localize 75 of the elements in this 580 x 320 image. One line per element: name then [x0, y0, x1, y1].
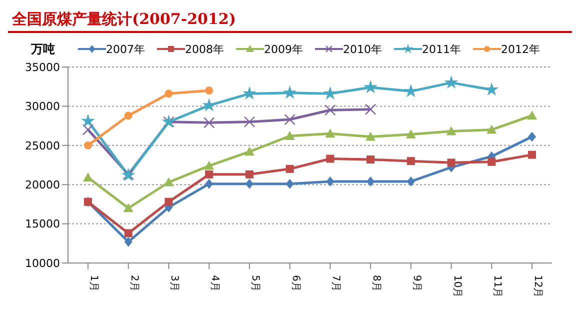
x-tick-label: 5月 [249, 275, 260, 292]
y-tick-label: 30000 [25, 100, 60, 114]
point [486, 124, 497, 134]
point [324, 87, 336, 99]
y-tick-label: 35000 [25, 60, 60, 74]
point [528, 132, 536, 142]
y-tick-label: 10000 [25, 256, 60, 270]
point [164, 198, 173, 206]
point [364, 80, 377, 93]
point [445, 76, 458, 88]
point [406, 129, 416, 138]
point [205, 178, 214, 189]
x-tick-label: 2月 [128, 275, 140, 292]
x-tick-label: 3月 [168, 275, 180, 292]
point [82, 124, 94, 136]
x-tick-label: 12月 [532, 275, 543, 298]
point [366, 132, 376, 141]
point [447, 158, 456, 167]
point [123, 203, 134, 212]
x-tick-label: 10月 [451, 275, 462, 298]
point [124, 236, 132, 247]
x-tick-label: 1月 [88, 275, 99, 292]
point [324, 104, 336, 116]
point [325, 128, 336, 138]
legend-label: 2010年 [343, 42, 382, 56]
x-tick-label: 9月 [410, 275, 422, 292]
point [286, 164, 294, 173]
point [124, 112, 132, 120]
point [245, 178, 254, 189]
point [84, 141, 92, 150]
x-tick-label: 6月 [290, 275, 301, 292]
point [366, 176, 375, 186]
point [83, 172, 93, 182]
point [446, 126, 456, 136]
legend-label: 2011年 [422, 42, 461, 56]
point [284, 86, 296, 98]
point [244, 116, 256, 128]
point [486, 83, 498, 95]
x-tick-label: 8月 [370, 275, 382, 292]
x-tick-label: 4月 [209, 275, 220, 292]
point [326, 154, 334, 163]
x-tick-label: 11月 [492, 275, 503, 298]
point [528, 150, 536, 159]
y-axis-title: 万吨 [30, 40, 56, 58]
legend-label: 2009年 [264, 42, 303, 56]
point [286, 178, 294, 189]
point [406, 157, 415, 166]
point [404, 84, 418, 97]
point [124, 229, 132, 238]
x-tick-label: 7月 [330, 275, 342, 292]
y-tick-label: 25000 [25, 139, 60, 152]
point [284, 130, 295, 140]
point [326, 176, 334, 186]
point [164, 177, 174, 186]
legend-label: 2012年 [501, 42, 540, 56]
chart-title: 全国原煤产量统计(2007-2012) [8, 8, 572, 33]
point [284, 114, 296, 126]
point [406, 176, 415, 186]
point [245, 170, 254, 178]
point [203, 117, 215, 128]
point [244, 146, 254, 156]
point [243, 87, 256, 99]
point [488, 158, 496, 166]
point [364, 104, 376, 115]
point [164, 90, 173, 98]
point [527, 110, 537, 120]
y-tick-label: 20000 [25, 178, 60, 192]
point [205, 86, 214, 95]
legend-label: 2008年 [185, 42, 224, 56]
point [204, 160, 214, 170]
y-tick-label: 15000 [25, 218, 60, 231]
point [366, 156, 375, 164]
point [205, 170, 214, 178]
legend-label: 2007年 [106, 42, 145, 56]
point [82, 114, 94, 126]
